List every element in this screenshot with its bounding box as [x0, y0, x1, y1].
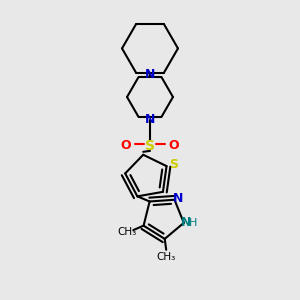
- Text: S: S: [145, 139, 155, 153]
- Text: N: N: [145, 68, 155, 80]
- Text: O: O: [121, 139, 131, 152]
- Text: CH₃: CH₃: [157, 252, 176, 262]
- Text: N: N: [173, 192, 183, 205]
- Text: O: O: [169, 139, 179, 152]
- Text: CH₃: CH₃: [117, 226, 136, 237]
- Text: S: S: [169, 158, 178, 171]
- Text: N: N: [145, 113, 155, 127]
- Text: N: N: [181, 216, 191, 230]
- Text: H: H: [189, 218, 197, 228]
